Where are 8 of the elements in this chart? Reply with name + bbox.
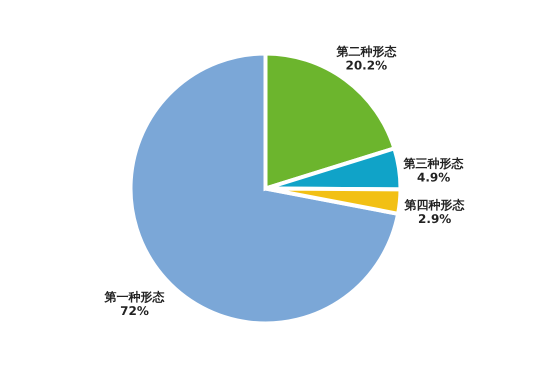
slice-label: 第二种形态 (335, 44, 398, 59)
data-label: 72% (120, 304, 149, 318)
slice-label: 第一种形态 (104, 290, 166, 304)
slice-label: 第三种形态 (402, 156, 465, 170)
data-label: 20.2% (345, 58, 388, 73)
slice-label: 第四种形态 (404, 198, 466, 212)
data-label: 4.9% (417, 170, 450, 184)
data-label: 2.9% (418, 212, 452, 226)
